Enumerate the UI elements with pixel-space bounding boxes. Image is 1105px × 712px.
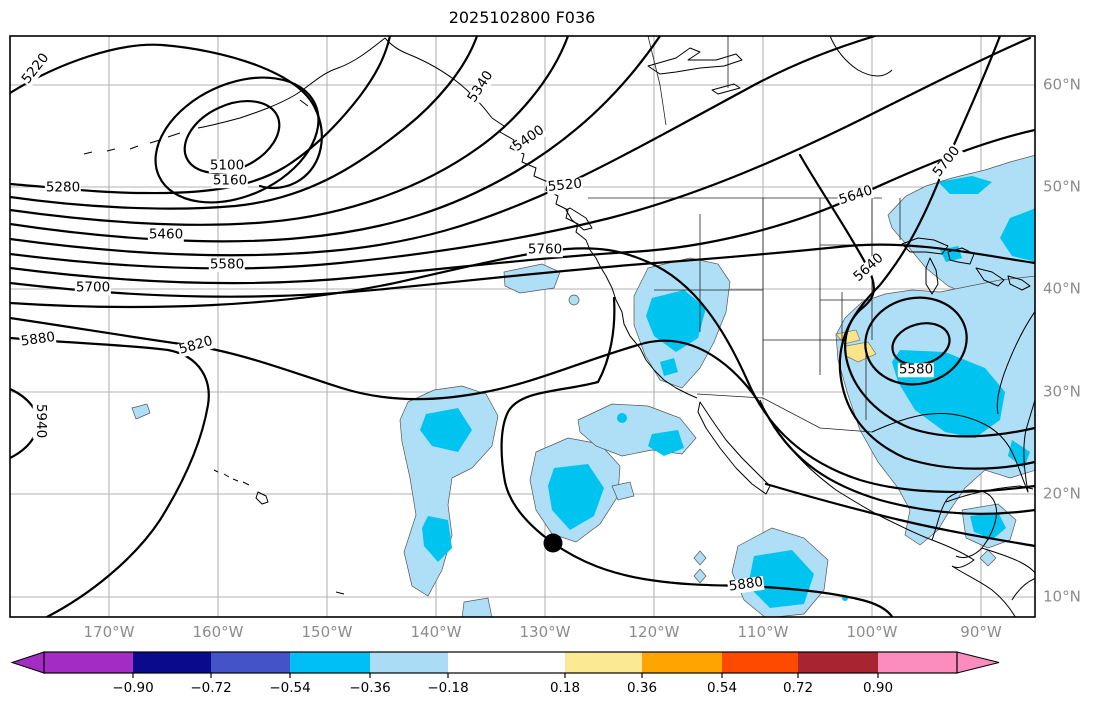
contour-5400 bbox=[10, 36, 570, 226]
y-tick-label: 10°N bbox=[1043, 587, 1081, 606]
x-tick-label: 140°W bbox=[410, 623, 462, 641]
contour-5220 bbox=[10, 43, 323, 190]
colorbar-segment bbox=[722, 652, 798, 673]
contour-label: 5580 bbox=[897, 361, 935, 378]
contour-label: 5280 bbox=[44, 179, 82, 196]
contour-5460 bbox=[10, 36, 662, 243]
contour-label: 5460 bbox=[147, 226, 185, 243]
colorbar-tick-label: 0.18 bbox=[549, 680, 581, 696]
y-tick-label: 50°N bbox=[1043, 177, 1081, 196]
contour-label: 5760 bbox=[526, 241, 564, 258]
colorbar-tick-label: −0.72 bbox=[190, 680, 232, 696]
x-tick-label: 110°W bbox=[737, 623, 789, 641]
colorbar-tick-label: 0.54 bbox=[706, 680, 738, 696]
contour-5100 bbox=[183, 100, 281, 174]
y-tick-label: 30°N bbox=[1043, 382, 1081, 401]
y-tick-label: 20°N bbox=[1043, 484, 1081, 503]
contour-5880-caribbean bbox=[764, 482, 1035, 548]
contour-5580-ring bbox=[864, 296, 968, 386]
x-tick-label: 130°W bbox=[519, 623, 571, 641]
colorbar-tick-label: −0.18 bbox=[427, 680, 469, 696]
colorbar-tick-label: −0.36 bbox=[349, 680, 391, 696]
contour-5700 bbox=[10, 243, 1035, 298]
colorbar-segment bbox=[370, 652, 448, 673]
y-tick-label: 40°N bbox=[1043, 279, 1081, 298]
contour-label: 5580 bbox=[208, 256, 246, 273]
colorbar-left-arrow bbox=[10, 651, 45, 674]
colorbar-tick-label: 0.90 bbox=[862, 680, 894, 696]
contour-5520 bbox=[10, 36, 877, 257]
marker-dot bbox=[543, 533, 563, 553]
contour-5280 bbox=[10, 36, 392, 195]
contour-5340 bbox=[10, 36, 479, 210]
contour-label: 5700 bbox=[74, 279, 112, 296]
colorbar-segment bbox=[44, 652, 133, 673]
colorbar-segment bbox=[133, 652, 211, 673]
colorbar-tick-label: −0.54 bbox=[269, 680, 311, 696]
contour-5760 bbox=[10, 247, 1035, 494]
coastline bbox=[83, 36, 1035, 617]
x-tick-label: 120°W bbox=[628, 623, 680, 641]
colorbar-outline bbox=[43, 651, 958, 674]
x-tick-label: 170°W bbox=[83, 623, 135, 641]
contour-5640-wrap bbox=[798, 153, 1035, 438]
colorbar-segment bbox=[565, 652, 642, 673]
x-tick-label: 90°W bbox=[960, 623, 1002, 641]
map-frame bbox=[9, 35, 1036, 618]
contour-label: 5940 bbox=[32, 402, 49, 440]
y-tick-label: 60°N bbox=[1043, 75, 1081, 94]
colorbar-tick-label: 0.36 bbox=[626, 680, 658, 696]
colorbar-segment bbox=[448, 652, 565, 673]
contour-5640 bbox=[10, 128, 1035, 285]
x-tick-label: 100°W bbox=[846, 623, 898, 641]
x-tick-label: 150°W bbox=[301, 623, 353, 641]
colorbar-tick-label: −0.90 bbox=[112, 680, 154, 696]
colorbar-tick-label: 0.72 bbox=[782, 680, 814, 696]
shading-negative-light bbox=[131, 154, 1035, 617]
contour-5160 bbox=[154, 76, 320, 204]
colorbar-segment bbox=[290, 652, 370, 673]
colorbar-right-arrow bbox=[956, 651, 1000, 674]
x-tick-label: 160°W bbox=[192, 623, 244, 641]
colorbar-segment bbox=[878, 652, 957, 673]
colorbar-segment bbox=[642, 652, 722, 673]
colorbar-segment bbox=[798, 652, 878, 673]
colorbar-segment bbox=[211, 652, 290, 673]
contour-label: 5160 bbox=[211, 172, 249, 189]
contour-5880-west bbox=[10, 336, 210, 617]
figure-title: 2025102800 F036 bbox=[448, 8, 596, 27]
state-borders bbox=[588, 36, 901, 433]
colorbar bbox=[10, 651, 1000, 678]
contour-label: 5100 bbox=[208, 157, 246, 174]
